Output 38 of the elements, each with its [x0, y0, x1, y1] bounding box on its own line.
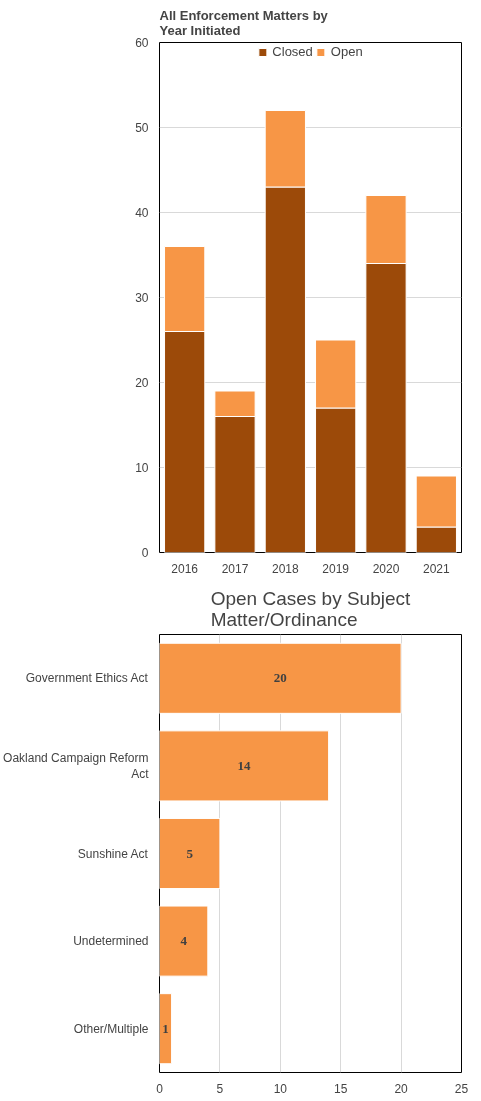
- chart-title: Open Cases by Subject Matter/Ordinance: [210, 587, 412, 630]
- x-tick-label: 20: [394, 1081, 409, 1096]
- bar: [159, 993, 173, 1065]
- x-tick-label: 2016: [171, 561, 199, 576]
- y-tick-label: 60: [135, 36, 149, 50]
- x-tick-label: 2017: [221, 561, 249, 576]
- y-tick-label: Oakland Campaign Reform Act: [3, 750, 150, 782]
- x-tick-label: 25: [454, 1081, 469, 1096]
- legend-label: Closed: [272, 44, 313, 59]
- y-tick-label: Other/Multiple: [73, 1021, 149, 1036]
- bar: [159, 905, 209, 977]
- x-tick-label: 10: [273, 1081, 288, 1096]
- y-tick-label: 0: [141, 546, 149, 560]
- data-label: 5: [186, 845, 194, 861]
- legend-label: Open: [330, 44, 363, 59]
- x-tick-label: 15: [334, 1081, 348, 1096]
- y-tick-label: Sunshine Act: [77, 846, 149, 861]
- x-tick-label: 2020: [372, 561, 400, 576]
- x-tick-label: 2019: [322, 561, 350, 576]
- x-tick-label: 2021: [422, 561, 451, 576]
- bar: [159, 642, 402, 714]
- x-tick-label: 0: [156, 1081, 164, 1096]
- data-label: 20: [273, 670, 287, 686]
- y-tick-label: 10: [135, 461, 149, 475]
- y-tick-label: 20: [135, 376, 149, 390]
- y-tick-label: Undetermined: [73, 934, 149, 949]
- data-label: 4: [180, 933, 188, 949]
- y-tick-label: 40: [135, 206, 149, 220]
- y-tick-label: 30: [135, 291, 149, 305]
- x-tick-label: 5: [216, 1081, 224, 1096]
- bar: [159, 730, 330, 802]
- x-tick-label: 2018: [271, 561, 300, 576]
- y-tick-label: 50: [135, 121, 149, 135]
- bar: [159, 817, 221, 890]
- data-label: 1: [162, 1020, 169, 1036]
- data-label: 14: [237, 757, 252, 773]
- chart-title: All Enforcement Matters by Year Initiated: [159, 7, 329, 38]
- y-tick-label: Government Ethics Act: [25, 671, 149, 686]
